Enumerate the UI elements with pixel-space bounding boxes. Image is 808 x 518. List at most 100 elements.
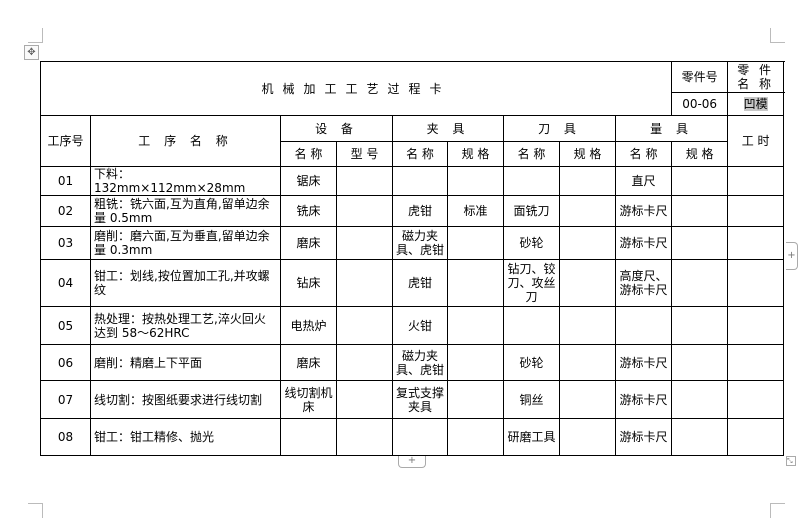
cell-no[interactable]: 01 (40, 166, 91, 196)
cell-gauge[interactable]: 高度尺、游标卡尺 (614, 259, 673, 307)
cell-gauge-spec[interactable] (671, 226, 729, 260)
cell-equip[interactable]: 电热炉 (280, 306, 337, 345)
cell-fixture[interactable]: 虎钳 (392, 195, 448, 227)
cell-proc[interactable]: 钳工：钳工精修、抛光 (90, 418, 281, 456)
cell-no[interactable]: 03 (40, 226, 91, 260)
cell-gauge[interactable] (614, 306, 673, 345)
cell-model[interactable] (336, 166, 393, 196)
cell-proc[interactable]: 热处理：按热处理工艺,淬火回火达到 58～62HRC (90, 306, 281, 345)
cell-equip[interactable]: 磨床 (280, 344, 337, 381)
cell-model[interactable] (336, 344, 393, 381)
cell-hours[interactable] (727, 195, 785, 227)
cell-tool-spec[interactable] (559, 166, 616, 196)
cell-fixture[interactable]: 磁力夹具、虎钳 (392, 226, 448, 260)
cell-model[interactable] (336, 226, 393, 260)
cell-tool[interactable]: 钻刀、铰刀、攻丝刀 (503, 259, 560, 307)
cell-tool-spec[interactable] (559, 226, 616, 260)
table-row: 04 钳工：划线,按位置加工孔,并攻螺纹 钻床 虎钳 钻刀、铰刀、攻丝刀 高度尺、游标卡尺 (40, 259, 785, 307)
cell-gauge-spec[interactable] (671, 344, 729, 381)
cell-proc[interactable]: 下料：132mm×112mm×28mm (90, 166, 281, 196)
cell-gauge[interactable]: 游标卡尺 (614, 418, 673, 456)
cell-gauge-spec[interactable] (671, 418, 729, 456)
cell-tool-spec[interactable] (559, 380, 616, 419)
cell-proc[interactable]: 粗铣：铣六面,互为直角,留单边余量 0.5mm (90, 195, 281, 227)
cell-gauge[interactable]: 游标卡尺 (614, 380, 673, 419)
cell-hours[interactable] (727, 259, 785, 307)
cell-model[interactable] (336, 306, 393, 345)
part-no-value[interactable]: 00-06 (671, 92, 729, 116)
cell-no[interactable]: 02 (40, 195, 91, 227)
cell-fixture-spec[interactable]: 标准 (447, 195, 504, 227)
cell-tool[interactable]: 铜丝 (503, 380, 560, 419)
cell-hours[interactable] (727, 418, 785, 456)
cell-no[interactable]: 06 (40, 344, 91, 381)
cell-gauge[interactable]: 直尺 (614, 166, 673, 196)
cell-gauge-spec[interactable] (671, 259, 729, 307)
cell-no[interactable]: 04 (40, 259, 91, 307)
cell-model[interactable] (336, 259, 393, 307)
table-row: 06 磨削：精磨上下平面 磨床 磁力夹具、虎钳 砂轮 游标卡尺 (40, 344, 785, 381)
cell-fixture[interactable]: 磁力夹具、虎钳 (392, 344, 448, 381)
cell-proc[interactable]: 磨削：精磨上下平面 (90, 344, 281, 381)
table-resize-handle-icon[interactable]: ⤡ (786, 456, 796, 466)
cell-tool[interactable]: 面铣刀 (503, 195, 560, 227)
header-equipment: 设 备 (280, 115, 393, 142)
cell-gauge[interactable]: 游标卡尺 (614, 195, 673, 227)
part-name-label: 零 件 名 称 (727, 61, 785, 93)
cell-tool[interactable]: 砂轮 (503, 344, 560, 381)
cell-gauge-spec[interactable] (671, 166, 729, 196)
cell-proc[interactable]: 钳工：划线,按位置加工孔,并攻螺纹 (90, 259, 281, 307)
cell-model[interactable] (336, 195, 393, 227)
cell-equip[interactable] (280, 418, 337, 456)
cell-fixture-spec[interactable] (447, 380, 504, 419)
cell-gauge-spec[interactable] (671, 195, 729, 227)
cell-tool-spec[interactable] (559, 418, 616, 456)
cell-fixture-spec[interactable] (447, 418, 504, 456)
cell-tool[interactable]: 研磨工具 (503, 418, 560, 456)
cell-fixture-spec[interactable] (447, 306, 504, 345)
cell-hours[interactable] (727, 344, 785, 381)
cell-no[interactable]: 05 (40, 306, 91, 345)
add-column-button[interactable]: + (786, 242, 798, 270)
cell-equip[interactable]: 钻床 (280, 259, 337, 307)
cell-hours[interactable] (727, 166, 785, 196)
cell-no[interactable]: 07 (40, 380, 91, 419)
cell-fixture-spec[interactable] (447, 166, 504, 196)
cell-hours[interactable] (727, 306, 785, 345)
part-name-value[interactable]: 凹模 (727, 92, 785, 116)
cell-tool[interactable] (503, 166, 560, 196)
cell-fixture[interactable] (392, 418, 448, 456)
cell-tool-spec[interactable] (559, 306, 616, 345)
cell-fixture[interactable]: 火钳 (392, 306, 448, 345)
cell-model[interactable] (336, 380, 393, 419)
cell-equip[interactable]: 锯床 (280, 166, 337, 196)
cell-gauge-spec[interactable] (671, 306, 729, 345)
table-row: 05 热处理：按热处理工艺,淬火回火达到 58～62HRC 电热炉 火钳 (40, 306, 785, 345)
cell-equip[interactable]: 磨床 (280, 226, 337, 260)
cell-equip[interactable]: 铣床 (280, 195, 337, 227)
cell-fixture-spec[interactable] (447, 259, 504, 307)
cell-hours[interactable] (727, 226, 785, 260)
cell-gauge[interactable]: 游标卡尺 (614, 226, 673, 260)
cell-equip[interactable]: 线切割机床 (280, 380, 337, 419)
cell-proc[interactable]: 磨削：磨六面,互为垂直,留单边余量 0.3mm (90, 226, 281, 260)
cell-tool-spec[interactable] (559, 259, 616, 307)
cell-fixture-spec[interactable] (447, 344, 504, 381)
cell-gauge-spec[interactable] (671, 380, 729, 419)
add-row-button[interactable]: + (398, 456, 426, 468)
cell-no[interactable]: 08 (40, 418, 91, 456)
table-move-handle-icon[interactable]: ✥ (24, 45, 39, 60)
cell-proc[interactable]: 线切割：按图纸要求进行线切割 (90, 380, 281, 419)
cell-model[interactable] (336, 418, 393, 456)
cell-hours[interactable] (727, 380, 785, 419)
cell-gauge[interactable]: 游标卡尺 (614, 344, 673, 381)
cell-fixture[interactable] (392, 166, 448, 196)
cell-fixture-spec[interactable] (447, 226, 504, 260)
cell-tool-spec[interactable] (559, 195, 616, 227)
cell-tool[interactable] (503, 306, 560, 345)
table-row: 01 下料：132mm×112mm×28mm 锯床 直尺 (40, 166, 785, 196)
cell-fixture[interactable]: 虎钳 (392, 259, 448, 307)
cell-tool[interactable]: 砂轮 (503, 226, 560, 260)
cell-tool-spec[interactable] (559, 344, 616, 381)
cell-fixture[interactable]: 复式支撑夹具 (392, 380, 448, 419)
